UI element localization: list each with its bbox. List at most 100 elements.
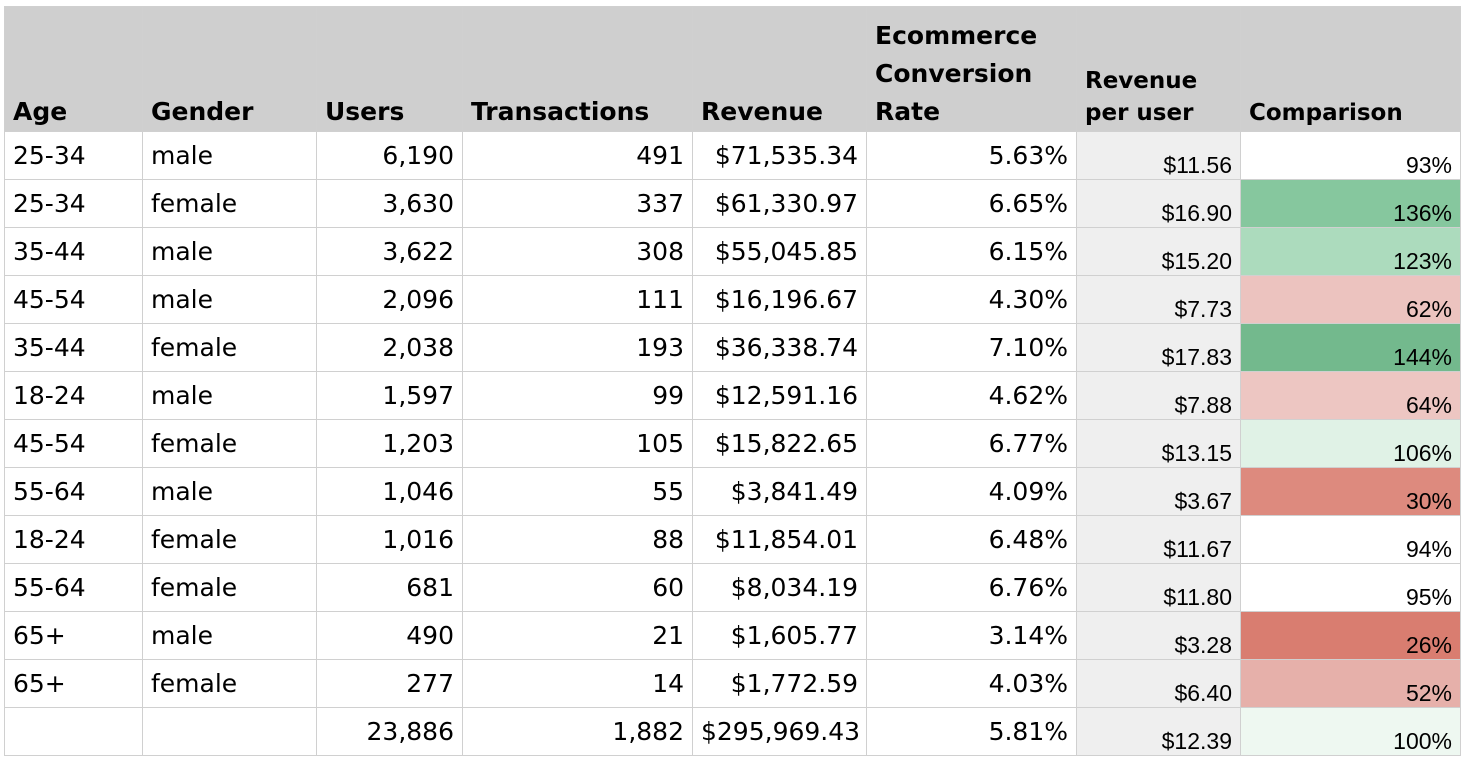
header-users[interactable]: Users [316, 6, 463, 132]
cell-gender[interactable]: male [142, 467, 317, 516]
cell-revenue[interactable]: $36,338.74 [692, 323, 867, 372]
cell-revenue-per-user[interactable]: $3.28 [1076, 611, 1241, 660]
cell-age[interactable]: 18-24 [4, 371, 143, 420]
cell-conversion-rate[interactable]: 6.76% [866, 563, 1077, 612]
cell-gender[interactable]: female [142, 563, 317, 612]
cell-age[interactable]: 35-44 [4, 227, 143, 276]
cell-transactions[interactable]: 337 [462, 179, 693, 228]
cell-gender[interactable]: male [142, 275, 317, 324]
cell-transactions[interactable]: 491 [462, 131, 693, 180]
cell-revenue-per-user[interactable]: $3.67 [1076, 467, 1241, 516]
cell-users[interactable]: 23,886 [316, 707, 463, 756]
header-conversion-rate[interactable]: Ecommerce Conversion Rate [866, 6, 1077, 132]
cell-age[interactable]: 35-44 [4, 323, 143, 372]
cell-revenue[interactable]: $12,591.16 [692, 371, 867, 420]
header-revenue-per-user[interactable]: Revenue per user [1076, 6, 1241, 132]
cell-revenue-per-user[interactable]: $13.15 [1076, 419, 1241, 468]
cell-conversion-rate[interactable]: 4.09% [866, 467, 1077, 516]
cell-conversion-rate[interactable]: 5.63% [866, 131, 1077, 180]
cell-users[interactable]: 2,038 [316, 323, 463, 372]
header-revenue[interactable]: Revenue [692, 6, 867, 132]
cell-gender[interactable]: male [142, 131, 317, 180]
cell-age[interactable]: 65+ [4, 611, 143, 660]
cell-users[interactable]: 3,622 [316, 227, 463, 276]
cell-gender[interactable]: male [142, 371, 317, 420]
cell-users[interactable]: 681 [316, 563, 463, 612]
cell-gender[interactable]: female [142, 419, 317, 468]
cell-revenue[interactable]: $71,535.34 [692, 131, 867, 180]
cell-transactions[interactable]: 60 [462, 563, 693, 612]
header-gender[interactable]: Gender [142, 6, 317, 132]
cell-comparison[interactable]: 106% [1240, 419, 1461, 468]
cell-revenue-per-user[interactable]: $15.20 [1076, 227, 1241, 276]
cell-users[interactable]: 6,190 [316, 131, 463, 180]
cell-transactions[interactable]: 111 [462, 275, 693, 324]
cell-revenue[interactable]: $11,854.01 [692, 515, 867, 564]
cell-conversion-rate[interactable]: 4.03% [866, 659, 1077, 708]
cell-revenue-per-user[interactable]: $11.80 [1076, 563, 1241, 612]
cell-gender[interactable]: male [142, 227, 317, 276]
cell-transactions[interactable]: 55 [462, 467, 693, 516]
cell-conversion-rate[interactable]: 6.77% [866, 419, 1077, 468]
cell-revenue-per-user[interactable]: $6.40 [1076, 659, 1241, 708]
cell-comparison[interactable]: 144% [1240, 323, 1461, 372]
cell-age[interactable]: 45-54 [4, 419, 143, 468]
cell-transactions[interactable]: 193 [462, 323, 693, 372]
cell-age[interactable]: 55-64 [4, 563, 143, 612]
cell-comparison[interactable]: 95% [1240, 563, 1461, 612]
cell-revenue[interactable]: $1,605.77 [692, 611, 867, 660]
cell-comparison[interactable]: 136% [1240, 179, 1461, 228]
cell-comparison[interactable]: 64% [1240, 371, 1461, 420]
cell-users[interactable]: 1,203 [316, 419, 463, 468]
cell-gender[interactable]: male [142, 611, 317, 660]
cell-revenue-per-user[interactable]: $11.56 [1076, 131, 1241, 180]
cell-comparison[interactable]: 26% [1240, 611, 1461, 660]
cell-transactions[interactable]: 1,882 [462, 707, 693, 756]
cell-revenue[interactable]: $15,822.65 [692, 419, 867, 468]
cell-transactions[interactable]: 88 [462, 515, 693, 564]
cell-revenue[interactable]: $1,772.59 [692, 659, 867, 708]
cell-age[interactable]: 25-34 [4, 131, 143, 180]
header-comparison[interactable]: Comparison [1240, 6, 1461, 132]
cell-conversion-rate[interactable]: 3.14% [866, 611, 1077, 660]
cell-conversion-rate[interactable]: 7.10% [866, 323, 1077, 372]
cell-transactions[interactable]: 14 [462, 659, 693, 708]
cell-age[interactable] [4, 707, 143, 756]
cell-users[interactable]: 1,597 [316, 371, 463, 420]
cell-transactions[interactable]: 99 [462, 371, 693, 420]
cell-revenue-per-user[interactable]: $16.90 [1076, 179, 1241, 228]
cell-comparison[interactable]: 94% [1240, 515, 1461, 564]
cell-revenue-per-user[interactable]: $11.67 [1076, 515, 1241, 564]
cell-gender[interactable] [142, 707, 317, 756]
cell-comparison[interactable]: 30% [1240, 467, 1461, 516]
cell-revenue[interactable]: $3,841.49 [692, 467, 867, 516]
cell-users[interactable]: 3,630 [316, 179, 463, 228]
cell-comparison[interactable]: 123% [1240, 227, 1461, 276]
cell-age[interactable]: 55-64 [4, 467, 143, 516]
header-transactions[interactable]: Transactions [462, 6, 693, 132]
cell-revenue[interactable]: $295,969.43 [692, 707, 867, 756]
cell-conversion-rate[interactable]: 6.48% [866, 515, 1077, 564]
cell-transactions[interactable]: 105 [462, 419, 693, 468]
cell-revenue[interactable]: $61,330.97 [692, 179, 867, 228]
cell-users[interactable]: 1,046 [316, 467, 463, 516]
cell-gender[interactable]: female [142, 659, 317, 708]
cell-users[interactable]: 490 [316, 611, 463, 660]
cell-revenue[interactable]: $8,034.19 [692, 563, 867, 612]
cell-revenue[interactable]: $16,196.67 [692, 275, 867, 324]
cell-conversion-rate[interactable]: 5.81% [866, 707, 1077, 756]
header-age[interactable]: Age [4, 6, 143, 132]
cell-users[interactable]: 2,096 [316, 275, 463, 324]
cell-transactions[interactable]: 308 [462, 227, 693, 276]
cell-age[interactable]: 18-24 [4, 515, 143, 564]
cell-conversion-rate[interactable]: 4.62% [866, 371, 1077, 420]
cell-conversion-rate[interactable]: 6.65% [866, 179, 1077, 228]
cell-users[interactable]: 277 [316, 659, 463, 708]
cell-comparison[interactable]: 93% [1240, 131, 1461, 180]
cell-revenue-per-user[interactable]: $7.73 [1076, 275, 1241, 324]
cell-users[interactable]: 1,016 [316, 515, 463, 564]
cell-revenue-per-user[interactable]: $12.39 [1076, 707, 1241, 756]
cell-comparison[interactable]: 100% [1240, 707, 1461, 756]
cell-age[interactable]: 65+ [4, 659, 143, 708]
cell-conversion-rate[interactable]: 6.15% [866, 227, 1077, 276]
